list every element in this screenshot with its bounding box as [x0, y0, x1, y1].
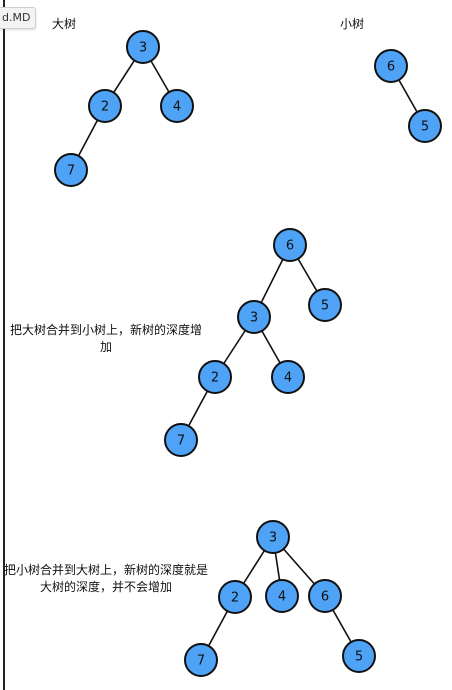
svg-text:2: 2: [101, 100, 109, 115]
tree-node: 4: [272, 361, 304, 393]
svg-text:3: 3: [269, 531, 277, 546]
svg-text:6: 6: [387, 60, 395, 75]
svg-text:5: 5: [421, 120, 429, 135]
svg-text:5: 5: [321, 299, 329, 314]
svg-text:4: 4: [278, 590, 286, 605]
tree-node: 3: [257, 521, 289, 553]
tree-node: 2: [199, 361, 231, 393]
svg-text:4: 4: [173, 100, 181, 115]
merged-tree-small-into-big: 3 2 4 6 7 5: [185, 521, 375, 676]
tree-node: 7: [185, 644, 217, 676]
tree-node: 3: [127, 31, 159, 63]
svg-text:2: 2: [211, 371, 219, 386]
tree-node: 3: [238, 301, 270, 333]
tree-node: 7: [55, 154, 87, 186]
svg-text:6: 6: [321, 590, 329, 605]
tree-node: 4: [266, 580, 298, 612]
svg-text:4: 4: [284, 371, 292, 386]
svg-text:6: 6: [286, 239, 294, 254]
tree-node: 5: [343, 640, 375, 672]
tree-node: 5: [309, 289, 341, 321]
tree-node: 2: [219, 581, 251, 613]
tree-node: 6: [309, 580, 341, 612]
tree-node: 4: [161, 90, 193, 122]
small-tree: 6 5: [375, 50, 441, 142]
svg-text:3: 3: [139, 41, 147, 56]
svg-text:7: 7: [177, 434, 185, 449]
svg-text:7: 7: [197, 654, 205, 669]
tree-node: 7: [165, 424, 197, 456]
merged-tree-big-into-small: 6 3 5 2 4 7: [165, 229, 341, 456]
tree-node: 6: [375, 50, 407, 82]
big-tree: 3 2 4 7: [55, 31, 193, 186]
svg-text:7: 7: [67, 164, 75, 179]
tree-node: 6: [274, 229, 306, 261]
svg-text:5: 5: [355, 650, 363, 665]
svg-text:2: 2: [231, 591, 239, 606]
tree-node: 2: [89, 90, 121, 122]
svg-text:3: 3: [250, 311, 258, 326]
tree-node: 5: [409, 110, 441, 142]
